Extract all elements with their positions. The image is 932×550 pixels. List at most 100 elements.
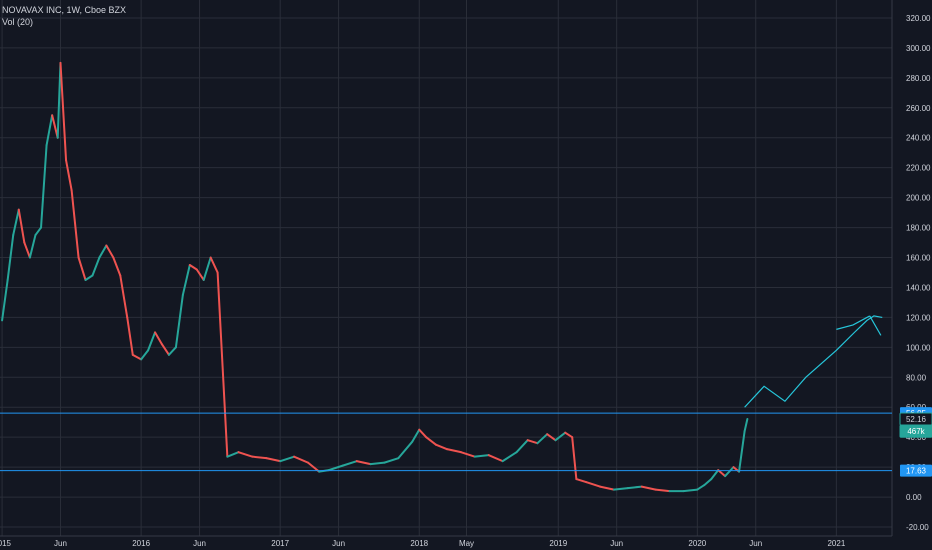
price-segment: [195, 268, 205, 281]
price-segment: [738, 430, 746, 473]
x-tick-label: 2016: [132, 539, 150, 548]
price-segment: [6, 234, 15, 281]
price-segment: [626, 485, 643, 490]
price-segment: [446, 448, 462, 454]
price-segment: [265, 457, 282, 463]
price-segment: [34, 226, 43, 237]
y-tick-label: -20.00: [906, 523, 929, 532]
price-segment: [126, 316, 134, 356]
price-segment: [571, 436, 578, 481]
price-segment: [188, 264, 198, 271]
y-tick-label: 260.00: [906, 104, 931, 113]
symbol-title: NOVAVAX INC, 1W, Cboe BZX: [2, 5, 127, 15]
price-segment: [536, 433, 549, 445]
price-segment: [77, 256, 87, 281]
price-segment: [12, 208, 20, 237]
y-tick-label: 140.00: [906, 283, 931, 292]
price-segment: [23, 241, 31, 259]
price-segment: [140, 349, 150, 361]
price-badge: [899, 424, 932, 438]
price-segment: [91, 256, 101, 277]
price-segment: [112, 256, 122, 277]
price-segment: [696, 484, 706, 491]
price-segment: [45, 114, 54, 147]
price-segment: [564, 431, 574, 439]
price-segment: [216, 271, 229, 458]
price-segment: [237, 451, 254, 458]
price-segment: [341, 460, 358, 467]
y-tick-label: 180.00: [906, 224, 931, 233]
x-tick-label: 2017: [271, 539, 289, 548]
price-segment: [526, 439, 539, 445]
price-segment: [575, 478, 588, 484]
price-segment: [167, 346, 177, 356]
x-tick-label: Jun: [54, 539, 67, 548]
x-tick-label: 2020: [688, 539, 706, 548]
y-tick-label: 300.00: [906, 44, 931, 53]
price-segment: [411, 428, 421, 443]
y-tick-label: 240.00: [906, 134, 931, 143]
price-segment: [459, 451, 476, 458]
level-badge-label: 17.63: [906, 467, 927, 476]
price-segment: [131, 353, 143, 361]
y-tick-label: 120.00: [906, 313, 931, 322]
price-segment: [226, 451, 240, 458]
price-segment: [654, 488, 671, 493]
price-segment: [40, 144, 48, 229]
x-tick-label: May: [459, 539, 474, 548]
y-tick-label: 100.00: [906, 343, 931, 352]
y-tick-label: 320.00: [906, 14, 931, 23]
price-segment: [1, 278, 9, 322]
price-segment: [383, 457, 400, 464]
price-segment: [279, 455, 296, 463]
price-segment: [598, 485, 615, 491]
price-segment: [369, 461, 386, 466]
price-segment: [209, 256, 219, 274]
price-segment: [703, 478, 713, 487]
price-segment: [585, 481, 601, 488]
price-segment: [202, 256, 212, 281]
price-segment: [355, 460, 372, 466]
level-badge: [900, 464, 932, 477]
price-segment: [105, 244, 115, 259]
price-segment: [554, 431, 567, 442]
price-segment: [612, 487, 629, 491]
price-segment: [293, 455, 309, 464]
price-segment: [147, 331, 157, 352]
projection-branch: [869, 315, 882, 336]
y-tick-label: 160.00: [906, 254, 931, 263]
price-segment: [56, 61, 62, 139]
price-segment: [473, 454, 490, 458]
price-segment: [501, 451, 518, 463]
price-segment: [515, 439, 529, 454]
x-tick-label: 2018: [410, 539, 428, 548]
y-tick-label: 280.00: [906, 74, 931, 83]
chart-legend: NOVAVAX INC, 1W, Cboe BZX Vol (20): [2, 4, 126, 28]
price-segment: [434, 443, 449, 451]
projection-line: [744, 315, 883, 408]
price-segment: [119, 274, 129, 319]
price-segment: [682, 488, 699, 493]
x-tick-label: 2015: [0, 539, 12, 548]
x-tick-label: Jun: [610, 539, 623, 548]
price-segment: [51, 114, 59, 139]
price-segment: [17, 208, 26, 244]
x-tick-label: 2019: [549, 539, 567, 548]
price-segment: [251, 455, 268, 460]
volume-indicator-label: Vol (20): [2, 17, 34, 27]
price-segment: [397, 440, 414, 460]
price-segment: [327, 464, 344, 472]
price-segment: [70, 189, 80, 259]
price-segment: [487, 454, 504, 463]
y-tick-label: 80.00: [906, 373, 927, 382]
price-segment: [640, 485, 657, 491]
y-tick-label: 220.00: [906, 164, 931, 173]
price-segment: [154, 331, 163, 346]
price-segment: [418, 428, 428, 439]
price-segment: [174, 293, 184, 349]
price-segment: [160, 343, 170, 356]
y-tick-label: 0.00: [906, 493, 922, 502]
price-segment: [65, 159, 73, 192]
